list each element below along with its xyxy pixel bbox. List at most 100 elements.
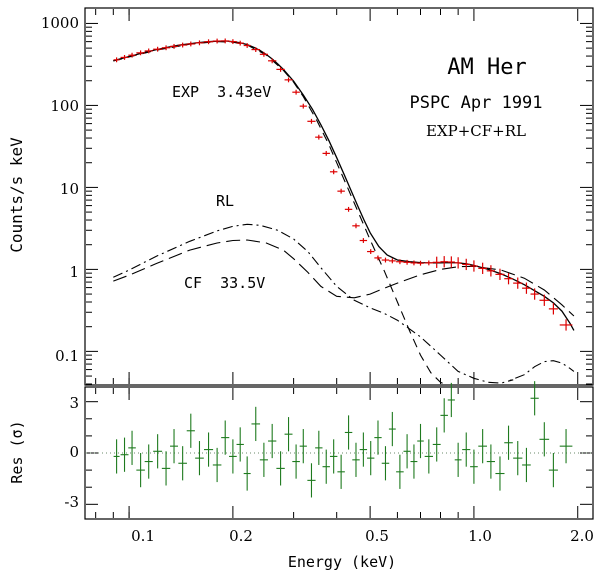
residual-point [243,456,251,491]
data-point [259,51,268,57]
data-point [229,39,237,45]
x-tick-label-2.0: 2.0 [570,527,594,545]
residual-point [513,441,523,476]
instrument-label: PSPC Apr 1991 [409,93,542,113]
residual-point [315,430,323,465]
residual-point [229,439,237,474]
residual-point [136,453,145,488]
residual-point [530,381,539,416]
data-point [559,319,573,331]
y-axis-label: Counts/s keV [7,137,26,253]
residual-point [504,425,513,460]
residual-data-points [113,381,573,498]
residual-point [186,413,195,448]
res-tick-label-0: 0 [69,443,79,461]
residual-y-axis-label: Res (σ) [8,420,26,483]
data-point [513,277,523,289]
spectrum-data-points [113,38,573,331]
residual-point [268,423,277,459]
residual-point [259,442,268,477]
res-tick-label-minus3: -3 [64,493,79,511]
x-tick-label-0.5: 0.5 [365,527,389,545]
model-label: EXP+CF+RL [426,122,526,140]
residual-point [329,439,338,474]
residual-point [307,463,316,498]
residual-ticks [86,388,592,518]
data-point [367,249,375,254]
y-tick-label-100: 100 [50,97,79,115]
residual-point [440,398,448,433]
data-point [410,260,418,266]
residual-point [410,444,418,479]
data-point [315,134,323,140]
residual-point [352,442,360,477]
data-point [417,260,424,266]
data-point [144,48,153,54]
data-point [195,40,204,46]
residual-point [432,427,441,462]
data-point [478,262,488,274]
data-point [495,268,505,280]
plot-title: AM Her [447,55,526,80]
data-point [113,57,120,63]
y-tick-label-0.1: 0.1 [55,347,79,365]
data-point [403,259,411,265]
residual-point [113,439,120,474]
residual-point [462,432,471,467]
residual-point [120,437,129,472]
residual-point [470,449,478,484]
residual-point [559,429,573,464]
data-point [268,58,277,64]
y-tick-label-1000: 1000 [41,14,79,32]
residual-point [292,444,300,479]
residual-point [396,454,404,489]
residual-point [322,449,330,484]
data-point [251,47,261,52]
data-point [440,256,448,268]
data-point [539,294,550,306]
model-curve-rl [113,223,575,384]
data-point [337,188,345,194]
x-tick-label-0.1: 0.1 [131,527,155,545]
data-point [329,169,338,175]
residual-point [486,444,496,479]
residual-point [344,415,353,450]
data-point [212,38,222,44]
data-point [322,150,330,156]
residual-point [251,406,261,442]
residual-point [522,447,531,483]
residual-point [337,454,345,489]
data-point [432,256,441,268]
residual-point [212,447,222,483]
data-point [388,258,396,264]
res-tick-label-3: 3 [69,394,79,412]
residual-point [178,446,187,481]
residual-point [153,434,163,469]
data-point [186,41,195,47]
data-point [359,238,368,243]
data-point [530,288,539,300]
model-curve-exp [113,41,445,385]
data-point [276,66,285,72]
data-point [161,45,171,51]
residual-point [374,420,382,455]
residual-point [144,444,153,479]
model-curve-cf [113,239,575,317]
x-tick-label-0.2: 0.2 [229,527,253,545]
residual-point [417,423,424,459]
data-point [381,257,390,263]
data-point [153,46,163,52]
residual-point [367,441,375,476]
residual-point [221,420,230,455]
data-point [424,260,433,266]
data-point [284,77,293,83]
data-point [454,257,462,269]
data-point [204,39,214,45]
residual-point [299,429,307,464]
cf-component-label: CF 33.5V [184,274,265,292]
data-point [178,42,187,48]
data-point [136,50,145,56]
y-tick-label-10: 10 [60,180,79,198]
residual-point [454,442,462,477]
residual-point [204,432,214,467]
